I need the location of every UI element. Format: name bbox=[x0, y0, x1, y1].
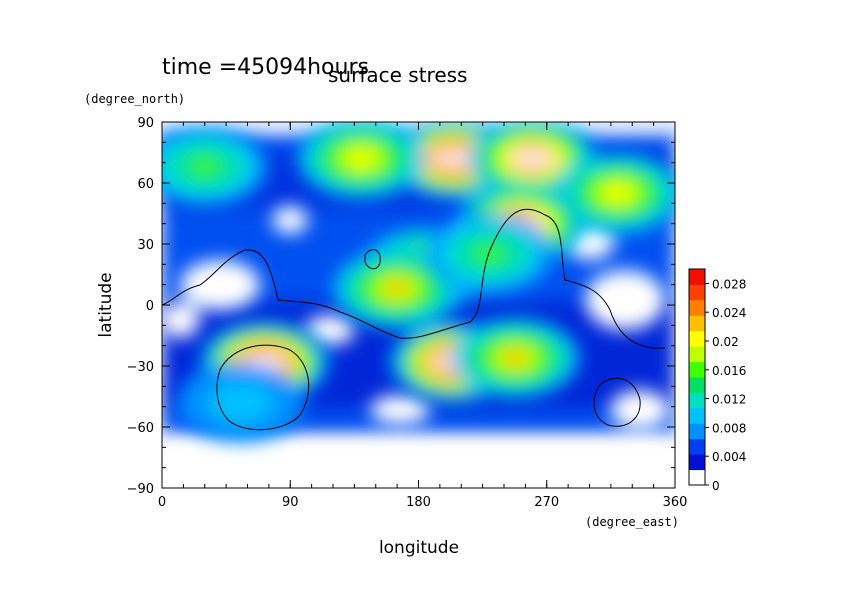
x-axis-label: longitude bbox=[379, 538, 459, 558]
y-tick-label: 30 bbox=[137, 238, 154, 253]
colorbar-tick-label: 0.024 bbox=[712, 306, 746, 320]
x-units-label: (degree_east) bbox=[585, 515, 679, 529]
plot-area bbox=[162, 122, 675, 488]
colorbar: 0.028 0.024 0.02 0.016 0.012 0.008 0.004 0 bbox=[688, 268, 746, 493]
coastlines bbox=[162, 208, 666, 431]
hotspot-7 bbox=[333, 249, 461, 329]
colorbar-swatch bbox=[689, 269, 705, 285]
colorbar-tick-label: 0.008 bbox=[712, 421, 746, 435]
colorbar-tick-label: 0 bbox=[712, 479, 720, 493]
hotspot-11 bbox=[176, 362, 304, 443]
colorbar-swatch bbox=[689, 284, 705, 301]
hotspot-4 bbox=[554, 153, 675, 233]
x-tick-label: 270 bbox=[534, 495, 559, 510]
colorbar-swatch bbox=[689, 454, 705, 471]
hotspot-12 bbox=[426, 214, 554, 294]
colorbar-swatch bbox=[689, 469, 705, 486]
y-tick-label: −60 bbox=[127, 421, 154, 436]
colorbar-swatch bbox=[689, 299, 705, 316]
y-tick-label: −90 bbox=[127, 482, 154, 497]
colorbar-tick-label: 0.028 bbox=[712, 277, 746, 291]
x-tick-label: 360 bbox=[663, 495, 688, 510]
colorbar-tick-label: 0.016 bbox=[712, 364, 746, 378]
colorbar-tick-label: 0.012 bbox=[712, 393, 746, 407]
colorbar-frame bbox=[688, 268, 706, 486]
colorbar-swatch bbox=[689, 361, 705, 378]
x-tick-label: 0 bbox=[158, 495, 166, 510]
y-tick-label: 0 bbox=[146, 299, 154, 314]
colorbar-swatch bbox=[689, 438, 705, 455]
colorbar-swatch bbox=[689, 423, 705, 440]
colorbar-tick-label: 0.02 bbox=[712, 335, 739, 349]
x-tick-label: 180 bbox=[406, 495, 431, 510]
colorbar-swatch bbox=[689, 315, 705, 332]
hotspot-9 bbox=[451, 318, 579, 398]
y-tick-label: −30 bbox=[127, 360, 154, 375]
colorbar-tick-label: 0.004 bbox=[712, 450, 746, 464]
colorbar-swatch bbox=[689, 407, 705, 424]
hotspot-2 bbox=[298, 122, 425, 199]
colorbar-swatch bbox=[689, 392, 705, 409]
y-tick-label: 90 bbox=[137, 116, 154, 131]
colorbar-swatch bbox=[689, 330, 705, 347]
y-units-label: (degree_north) bbox=[84, 92, 185, 106]
axes: 0 90 180 270 360 90 60 30 0 −30 −60 −90 bbox=[127, 116, 688, 510]
y-tick-label: 60 bbox=[137, 177, 154, 192]
time-subtitle: time =45094hours bbox=[162, 55, 369, 80]
colorbar-swatch bbox=[689, 346, 705, 363]
hotspot-layer bbox=[162, 122, 675, 443]
y-axis-label: latitude bbox=[96, 272, 116, 337]
hotspot-3 bbox=[162, 127, 269, 207]
chart-title: surface stress bbox=[328, 63, 467, 87]
low-stress-patches bbox=[162, 122, 675, 488]
x-tick-label: 90 bbox=[282, 495, 299, 510]
colorbar-swatch bbox=[689, 377, 705, 393]
